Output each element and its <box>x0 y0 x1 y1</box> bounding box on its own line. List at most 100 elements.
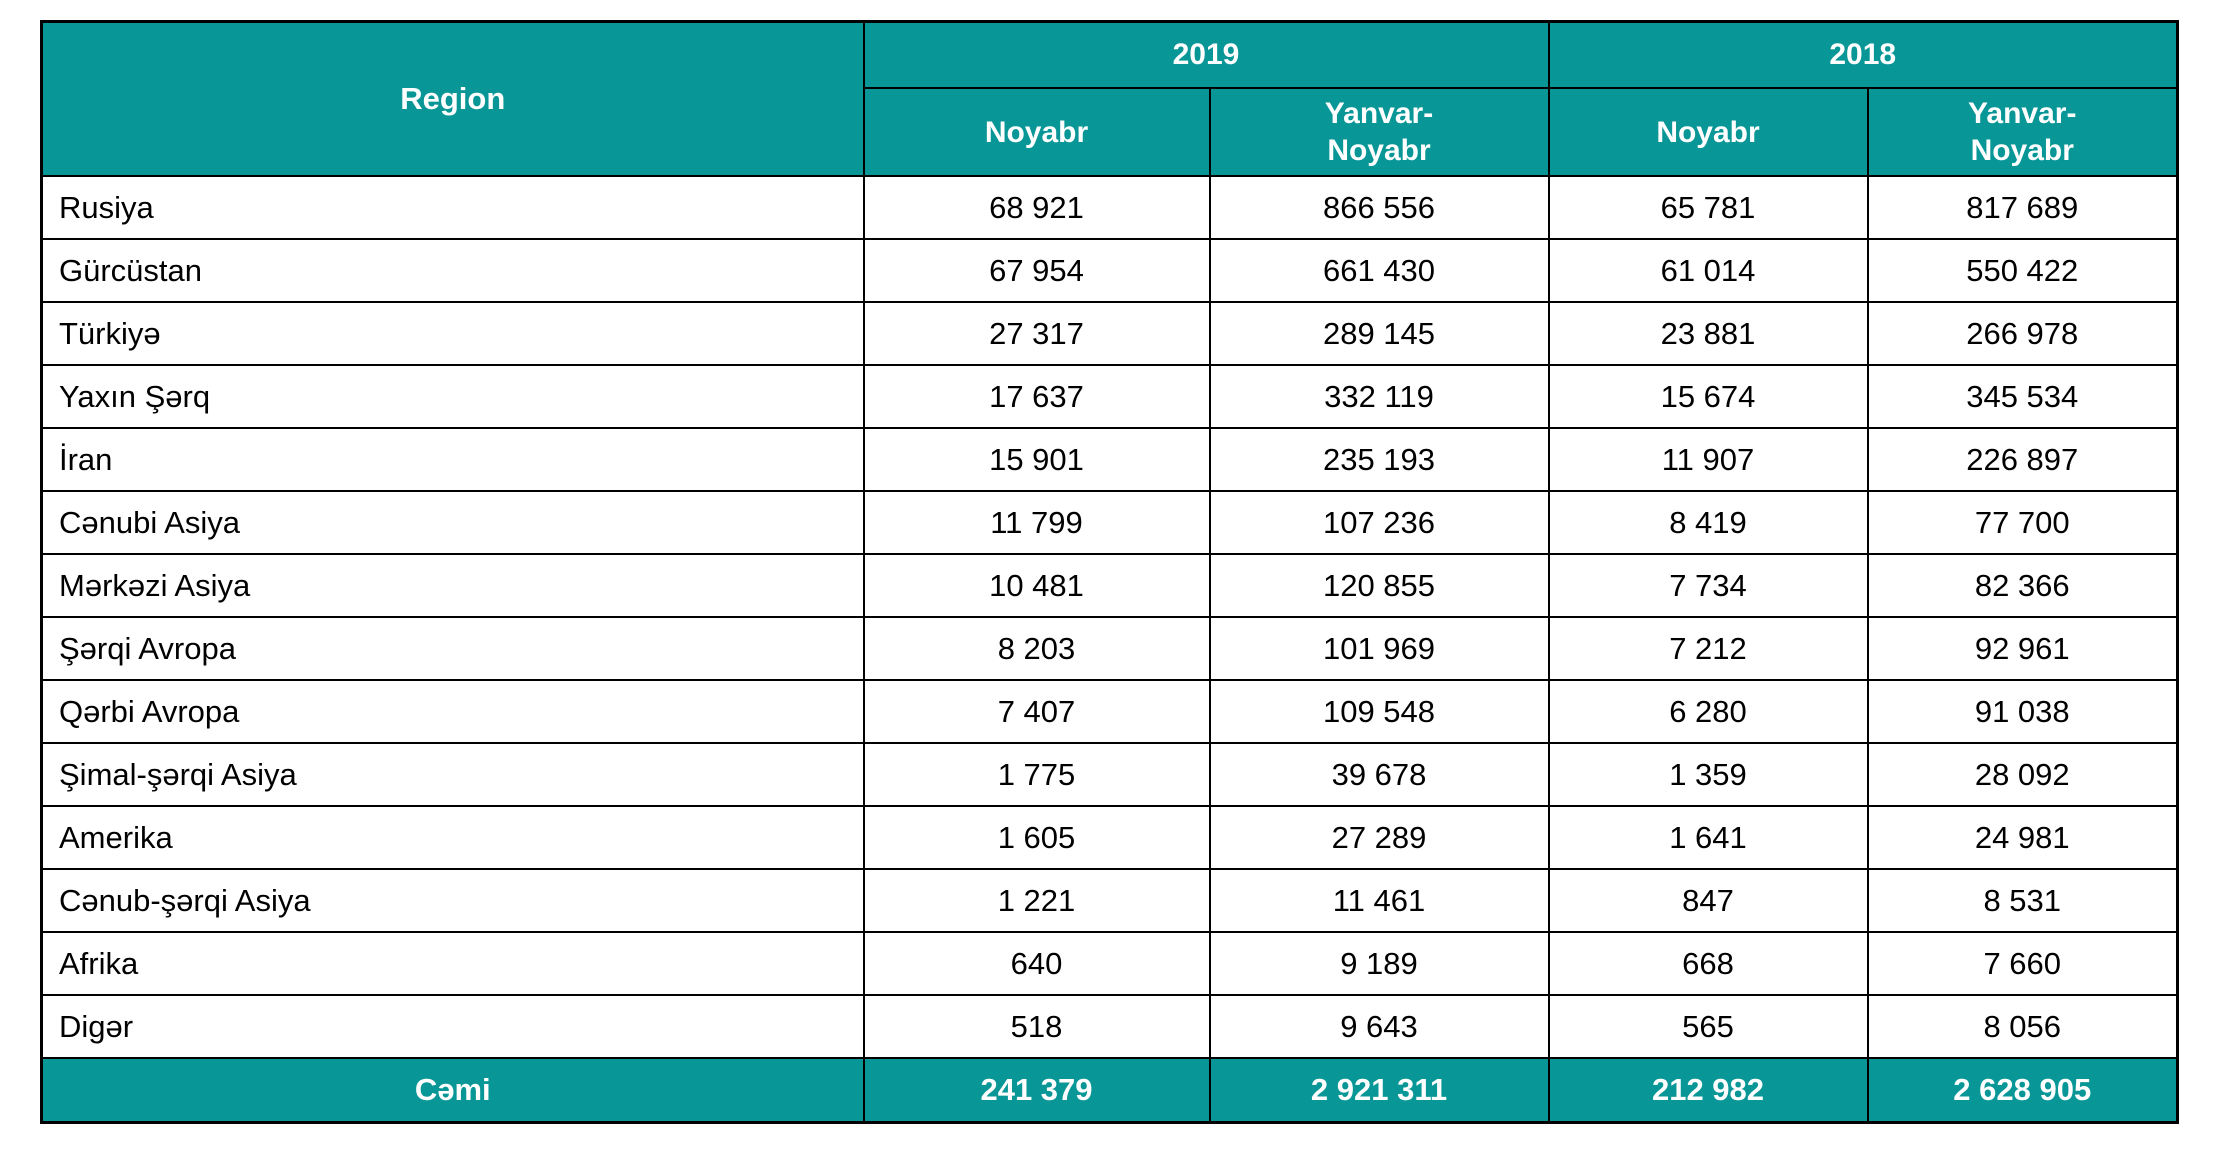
total-value-cell: 2 628 905 <box>1866 1057 2179 1124</box>
region-cell: Şimal-şərqi Asiya <box>40 742 865 807</box>
value-cell: 1 775 <box>862 742 1211 807</box>
value-cell: 266 978 <box>1866 301 2179 366</box>
region-cell: Afrika <box>40 931 865 996</box>
table-row: Şimal-şərqi Asiya 1 775 39 678 1 359 28 … <box>40 742 2179 807</box>
value-cell: 9 189 <box>1208 931 1550 996</box>
value-cell: 7 660 <box>1866 931 2179 996</box>
value-cell: 27 317 <box>862 301 1211 366</box>
value-cell: 109 548 <box>1208 679 1550 744</box>
col-header-2018-yanvar-noyabr: Yanvar- Noyabr <box>1866 87 2179 177</box>
table-row: İran 15 901 235 193 11 907 226 897 <box>40 427 2179 492</box>
value-cell: 6 280 <box>1547 679 1869 744</box>
value-cell: 640 <box>862 931 1211 996</box>
value-cell: 8 531 <box>1866 868 2179 933</box>
value-cell: 7 212 <box>1547 616 1869 681</box>
region-cell: Gürcüstan <box>40 238 865 303</box>
value-cell: 565 <box>1547 994 1869 1059</box>
value-cell: 289 145 <box>1208 301 1550 366</box>
table-row: Afrika 640 9 189 668 7 660 <box>40 931 2179 996</box>
value-cell: 92 961 <box>1866 616 2179 681</box>
regions-statistics-table: Region 2019 2018 Noyabr Yanvar- Noyabr N… <box>40 20 2179 1124</box>
value-cell: 24 981 <box>1866 805 2179 870</box>
value-cell: 91 038 <box>1866 679 2179 744</box>
value-cell: 661 430 <box>1208 238 1550 303</box>
total-value-cell: 2 921 311 <box>1208 1057 1550 1124</box>
region-cell: Digər <box>40 994 865 1059</box>
table-row: Cənubi Asiya 11 799 107 236 8 419 77 700 <box>40 490 2179 555</box>
value-cell: 11 907 <box>1547 427 1869 492</box>
table-row: Cənub-şərqi Asiya 1 221 11 461 847 8 531 <box>40 868 2179 933</box>
value-cell: 65 781 <box>1547 175 1869 240</box>
total-value-cell: 212 982 <box>1547 1057 1869 1124</box>
region-cell: Rusiya <box>40 175 865 240</box>
value-cell: 39 678 <box>1208 742 1550 807</box>
region-cell: Qərbi Avropa <box>40 679 865 744</box>
value-cell: 68 921 <box>862 175 1211 240</box>
value-cell: 120 855 <box>1208 553 1550 618</box>
region-cell: Mərkəzi Asiya <box>40 553 865 618</box>
region-cell: Amerika <box>40 805 865 870</box>
region-cell: Türkiyə <box>40 301 865 366</box>
table-row: Türkiyə 27 317 289 145 23 881 266 978 <box>40 301 2179 366</box>
region-cell: Cənubi Asiya <box>40 490 865 555</box>
month-header-row: Noyabr Yanvar- Noyabr Noyabr Yanvar- Noy… <box>42 87 2179 177</box>
year-header-row: Region 2019 2018 <box>40 20 2179 177</box>
value-cell: 67 954 <box>862 238 1211 303</box>
value-cell: 1 605 <box>862 805 1211 870</box>
value-cell: 107 236 <box>1208 490 1550 555</box>
value-cell: 77 700 <box>1866 490 2179 555</box>
value-cell: 8 203 <box>862 616 1211 681</box>
total-label: Cəmi <box>40 1057 865 1124</box>
total-value-cell: 241 379 <box>862 1057 1211 1124</box>
value-cell: 28 092 <box>1866 742 2179 807</box>
region-column-header: Region <box>40 20 865 177</box>
value-cell: 17 637 <box>862 364 1211 429</box>
value-cell: 7 734 <box>1547 553 1869 618</box>
value-cell: 11 461 <box>1208 868 1550 933</box>
value-cell: 866 556 <box>1208 175 1550 240</box>
table-row: Gürcüstan 67 954 661 430 61 014 550 422 <box>40 238 2179 303</box>
col-header-2018-noyabr: Noyabr <box>1547 87 1869 177</box>
value-cell: 668 <box>1547 931 1869 996</box>
value-cell: 8 419 <box>1547 490 1869 555</box>
value-cell: 15 674 <box>1547 364 1869 429</box>
regions-table-container: Region 2019 2018 Noyabr Yanvar- Noyabr N… <box>40 20 2179 1124</box>
value-cell: 8 056 <box>1866 994 2179 1059</box>
table-row: Digər 518 9 643 565 8 056 <box>40 994 2179 1059</box>
value-cell: 61 014 <box>1547 238 1869 303</box>
value-cell: 235 193 <box>1208 427 1550 492</box>
value-cell: 1 221 <box>862 868 1211 933</box>
value-cell: 23 881 <box>1547 301 1869 366</box>
table-row: Şərqi Avropa 8 203 101 969 7 212 92 961 <box>40 616 2179 681</box>
value-cell: 817 689 <box>1866 175 2179 240</box>
region-cell: Yaxın Şərq <box>40 364 865 429</box>
region-cell: İran <box>40 427 865 492</box>
total-row: Cəmi 241 379 2 921 311 212 982 2 628 905 <box>40 1057 2179 1124</box>
value-cell: 27 289 <box>1208 805 1550 870</box>
value-cell: 7 407 <box>862 679 1211 744</box>
table-row: Amerika 1 605 27 289 1 641 24 981 <box>40 805 2179 870</box>
value-cell: 332 119 <box>1208 364 1550 429</box>
year-2018-header: 2018 <box>1547 20 2179 89</box>
value-cell: 1 641 <box>1547 805 1869 870</box>
value-cell: 550 422 <box>1866 238 2179 303</box>
table-row: Qərbi Avropa 7 407 109 548 6 280 91 038 <box>40 679 2179 744</box>
value-cell: 11 799 <box>862 490 1211 555</box>
region-cell: Şərqi Avropa <box>40 616 865 681</box>
year-2019-header: 2019 <box>862 20 1550 89</box>
value-cell: 1 359 <box>1547 742 1869 807</box>
table-row: Rusiya 68 921 866 556 65 781 817 689 <box>40 175 2179 240</box>
table-row: Yaxın Şərq 17 637 332 119 15 674 345 534 <box>40 364 2179 429</box>
col-header-2019-yanvar-noyabr: Yanvar- Noyabr <box>1208 87 1550 177</box>
value-cell: 15 901 <box>862 427 1211 492</box>
value-cell: 9 643 <box>1208 994 1550 1059</box>
value-cell: 847 <box>1547 868 1869 933</box>
value-cell: 101 969 <box>1208 616 1550 681</box>
value-cell: 82 366 <box>1866 553 2179 618</box>
value-cell: 10 481 <box>862 553 1211 618</box>
table-row: Mərkəzi Asiya 10 481 120 855 7 734 82 36… <box>40 553 2179 618</box>
region-cell: Cənub-şərqi Asiya <box>40 868 865 933</box>
value-cell: 518 <box>862 994 1211 1059</box>
value-cell: 226 897 <box>1866 427 2179 492</box>
value-cell: 345 534 <box>1866 364 2179 429</box>
